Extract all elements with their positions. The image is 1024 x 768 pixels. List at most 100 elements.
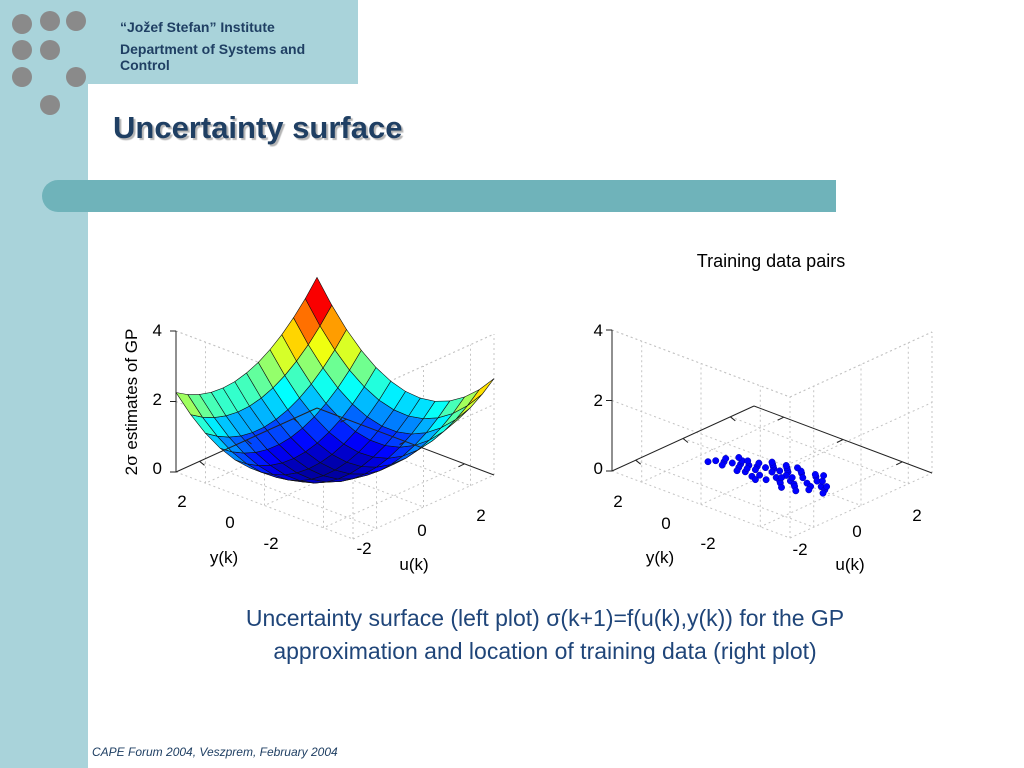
- training-data-point: [755, 459, 763, 467]
- training-data-point: [718, 461, 726, 469]
- right-plot-grid: [611, 329, 933, 539]
- left-z-tick-4: 4: [153, 321, 162, 340]
- grid-line: [175, 330, 354, 399]
- grid-line: [760, 461, 903, 528]
- training-data-point: [823, 483, 831, 491]
- x-tick-mark: [836, 439, 844, 443]
- logo-dot: [40, 11, 60, 31]
- training-data-point: [805, 486, 813, 494]
- sidebar-band: [0, 0, 88, 768]
- left-ylabel: y(k): [210, 548, 238, 567]
- left-xlabel: u(k): [399, 555, 428, 574]
- training-data-point: [820, 472, 828, 480]
- department-line-1: Department of Systems and: [120, 41, 306, 57]
- training-data-point: [762, 476, 770, 484]
- x-tick-mark: [777, 416, 784, 421]
- training-data-point: [768, 468, 776, 476]
- training-data-point: [768, 458, 776, 466]
- training-data-point: [819, 489, 827, 497]
- grid-line: [730, 416, 909, 485]
- right-x-tick-m2: -2: [792, 540, 807, 559]
- logo-dot: [12, 14, 32, 34]
- training-data-point: [762, 464, 769, 472]
- caption-line-2: approximation and location of training d…: [273, 638, 817, 664]
- training-data-point: [733, 467, 741, 475]
- training-data-point: [743, 465, 751, 473]
- training-data-point: [792, 487, 800, 495]
- caption-line-1: Uncertainty surface (left plot) σ(k+1)=f…: [245, 605, 845, 631]
- grid-line: [611, 329, 791, 398]
- training-data-point: [794, 464, 801, 472]
- footer-text: CAPE Forum 2004, Veszprem, February 2004: [92, 745, 338, 759]
- training-data-point: [735, 454, 743, 461]
- department-line-2: Control: [120, 57, 170, 73]
- logo-dot: [66, 67, 86, 87]
- training-data-point: [778, 483, 785, 491]
- y-tick-mark: [729, 416, 736, 422]
- left-zlabel: 2σ estimates of GP: [122, 329, 142, 476]
- training-data-plot: Training data pairs 4 2 0 2 0 -2 -2 0 2 …: [594, 251, 933, 574]
- uncertainty-surface-plot: 4 2 0 2 0 -2 -2 0 2 y(k) u(k) 2σ estimat…: [122, 276, 495, 574]
- x-tick-mark: [399, 441, 406, 445]
- training-data-point: [744, 457, 752, 465]
- slide-title: Uncertainty surface: [113, 110, 403, 145]
- training-data-point: [751, 476, 759, 484]
- left-plot-axes: [170, 330, 495, 476]
- y-tick-mark: [682, 438, 689, 443]
- left-x-tick-0: 0: [417, 521, 426, 540]
- right-z-tick-4: 4: [594, 321, 603, 340]
- right-x-tick-2: 2: [912, 506, 921, 525]
- grid-line: [789, 331, 933, 398]
- left-z-tick-2: 2: [153, 390, 162, 409]
- y-tick-mark: [246, 439, 252, 445]
- right-plot-axes: [606, 329, 933, 474]
- title-underline-bar: [42, 180, 836, 212]
- surface-patch: [304, 276, 333, 327]
- header-band: [0, 0, 358, 84]
- training-data-point: [722, 455, 730, 462]
- logo-dot: [40, 95, 60, 115]
- left-y-tick-m2: -2: [263, 534, 278, 553]
- right-y-tick-2: 2: [613, 492, 622, 511]
- left-plot-surface: [175, 276, 495, 484]
- training-data-point: [751, 466, 759, 474]
- training-data-point: [811, 471, 819, 478]
- left-x-tick-m2: -2: [356, 539, 371, 558]
- left-y-tick-2: 2: [177, 492, 186, 511]
- left-x-tick-2: 2: [476, 506, 485, 525]
- training-data-point: [776, 467, 784, 475]
- training-data-point: [712, 457, 720, 465]
- right-z-tick-2: 2: [594, 391, 603, 410]
- y-tick-mark: [199, 460, 205, 466]
- training-data-point: [728, 459, 736, 467]
- logo-dot: [40, 40, 60, 60]
- surface-patch: [467, 378, 495, 406]
- logo-dot: [12, 40, 32, 60]
- training-data-point: [704, 458, 712, 466]
- logo-dot: [12, 67, 32, 87]
- right-x-tick-0: 0: [852, 522, 861, 541]
- right-xlabel: u(k): [835, 555, 864, 574]
- training-data-point: [778, 474, 785, 482]
- right-y-tick-0: 0: [661, 514, 670, 533]
- grid-line: [199, 460, 377, 529]
- grid-line: [352, 474, 495, 540]
- left-z-tick-0: 0: [153, 459, 162, 478]
- institute-name: “Jožef Stefan” Institute: [120, 19, 275, 35]
- training-data-point: [799, 474, 807, 482]
- grid-line: [323, 463, 465, 529]
- right-z-tick-0: 0: [594, 459, 603, 478]
- training-data-point: [756, 471, 764, 479]
- training-data-point: [788, 474, 796, 482]
- right-plot-title: Training data pairs: [697, 251, 845, 271]
- right-y-tick-m2: -2: [700, 534, 715, 553]
- grid-line: [635, 459, 814, 528]
- right-plot-points: [704, 454, 831, 497]
- right-ylabel: y(k): [646, 548, 674, 567]
- logo-dot: [66, 11, 86, 31]
- y-tick-mark: [293, 418, 299, 424]
- training-data-point: [782, 462, 790, 469]
- x-tick-mark: [458, 463, 465, 468]
- x-tick-mark: [340, 418, 347, 423]
